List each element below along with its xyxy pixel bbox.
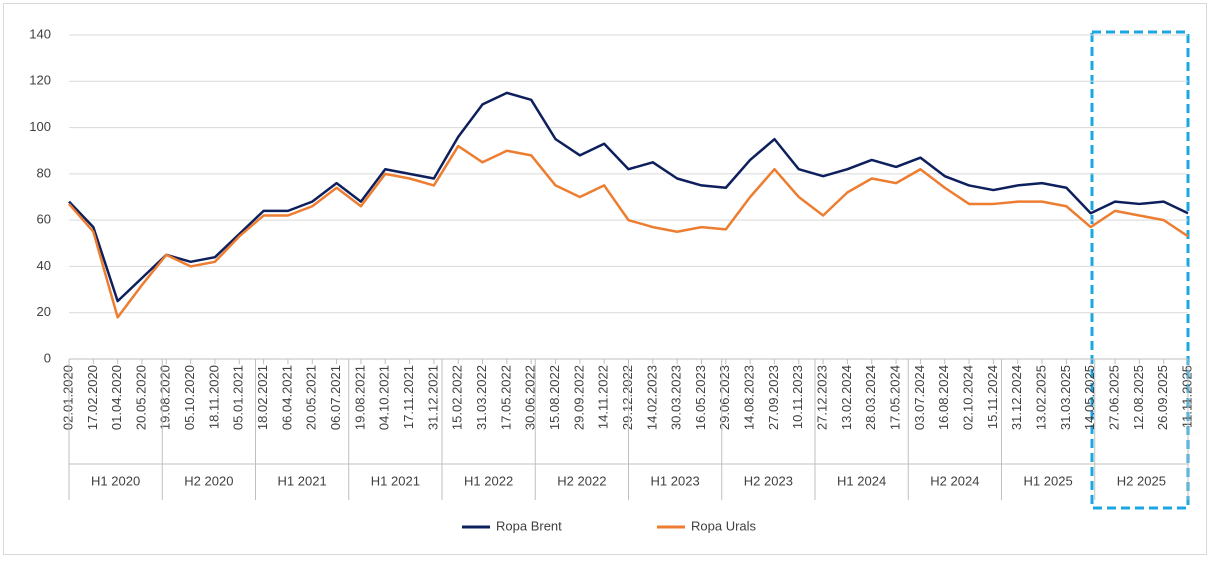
y-tick-label: 40	[37, 258, 51, 273]
x-tick-label: 29.12.2022	[620, 365, 635, 430]
legend-label: Ropa Brent	[496, 518, 562, 533]
x-tick-label: 19.08.2021	[352, 365, 367, 430]
x-tick-label: 17.05.2022	[498, 365, 513, 430]
x-tick-label: 28.03.2024	[863, 365, 878, 430]
x-tick-label: 30.06.2022	[523, 365, 538, 430]
x-tick-label: 14.11.2022	[596, 365, 611, 429]
x-tick-label: 13.02.2024	[839, 365, 854, 430]
group-label: H2 2020	[184, 473, 233, 488]
group-label: H2 2025	[1117, 473, 1166, 488]
highlight-box	[1090, 30, 1190, 510]
x-tick-label: 27.09.2023	[766, 365, 781, 430]
series-line	[68, 91, 1189, 303]
x-tick-label: 10.11.2023	[790, 365, 805, 429]
group-label: H1 2025	[1024, 473, 1073, 488]
group-label: H1 2021	[371, 473, 420, 488]
chart-frame	[3, 3, 1207, 555]
series-line	[68, 144, 1189, 319]
x-tick-label: 29.09.2022	[571, 365, 586, 430]
x-tick-label: 02.10.2024	[961, 365, 976, 430]
x-tick-label: 16.05.2023	[693, 365, 708, 430]
x-tick-label: 19.08.2020	[158, 365, 173, 430]
x-tick-label: 06.07.2021	[328, 365, 343, 430]
group-label: H2 2024	[930, 473, 979, 488]
x-tick-label: 12.08.2025	[1131, 365, 1146, 430]
x-tick-label: 30.03.2023	[669, 365, 684, 430]
x-tick-label: 06.04.2021	[279, 365, 294, 430]
x-tick-label: 26.09.2025	[1155, 365, 1170, 430]
x-tick-label: 05.10.2020	[182, 365, 197, 430]
x-tick-label: 29.06.2023	[717, 365, 732, 430]
y-tick-label: 60	[37, 212, 51, 227]
x-tick-label: 31.12.2021	[425, 365, 440, 430]
x-tick-label: 18.11.2020	[206, 365, 221, 429]
y-tick-label: 100	[29, 119, 51, 134]
x-tick-label: 17.02.2020	[85, 365, 100, 430]
x-tick-label: 01.04.2020	[109, 365, 124, 430]
y-tick-label: 0	[44, 350, 51, 365]
x-tick-label: 27.12.2023	[815, 365, 830, 430]
x-tick-label: 31.03.2022	[474, 365, 489, 430]
y-tick-label: 120	[29, 73, 51, 88]
y-tick-label: 20	[37, 304, 51, 319]
x-tick-label: 03.07.2024	[912, 365, 927, 430]
x-tick-label: 14.08.2023	[742, 365, 757, 430]
y-tick-label: 80	[37, 165, 51, 180]
legend-label: Ropa Urals	[691, 518, 757, 533]
x-tick-label: 27.06.2025	[1106, 365, 1121, 430]
group-label: H1 2024	[837, 473, 886, 488]
x-tick-label: 11.11.2025	[1179, 365, 1194, 428]
x-tick-label: 16.08.2024	[936, 365, 951, 430]
x-tick-label: 31.03.2025	[1058, 365, 1073, 430]
group-label: H1 2023	[651, 473, 700, 488]
x-tick-label: 20.05.2020	[133, 365, 148, 430]
x-tick-label: 04.10.2021	[377, 365, 392, 430]
x-tick-label: 17.11.2021	[401, 365, 416, 429]
group-label: H1 2022	[464, 473, 513, 488]
x-tick-label: 17.05.2024	[888, 365, 903, 430]
group-label: H2 2023	[744, 473, 793, 488]
group-label: H1 2021	[278, 473, 327, 488]
x-tick-label: 13.02.2025	[1033, 365, 1048, 430]
group-label: H2 2022	[557, 473, 606, 488]
x-tick-label: 14.02.2023	[644, 365, 659, 430]
x-tick-label: 15.08.2022	[547, 365, 562, 430]
x-tick-label: 18.02.2021	[255, 365, 270, 430]
x-tick-label: 14.05.2025	[1082, 365, 1097, 430]
x-tick-label: 05.01.2021	[231, 365, 246, 430]
group-label: H1 2020	[91, 473, 140, 488]
x-tick-label: 31.12.2024	[1009, 365, 1024, 430]
x-tick-label: 20.05.2021	[304, 365, 319, 430]
x-tick-label: 02.01.2020	[60, 365, 75, 430]
x-tick-label: 15.02.2022	[450, 365, 465, 430]
x-tick-label: 15.11.2024	[985, 365, 1000, 429]
y-tick-label: 140	[29, 26, 51, 41]
